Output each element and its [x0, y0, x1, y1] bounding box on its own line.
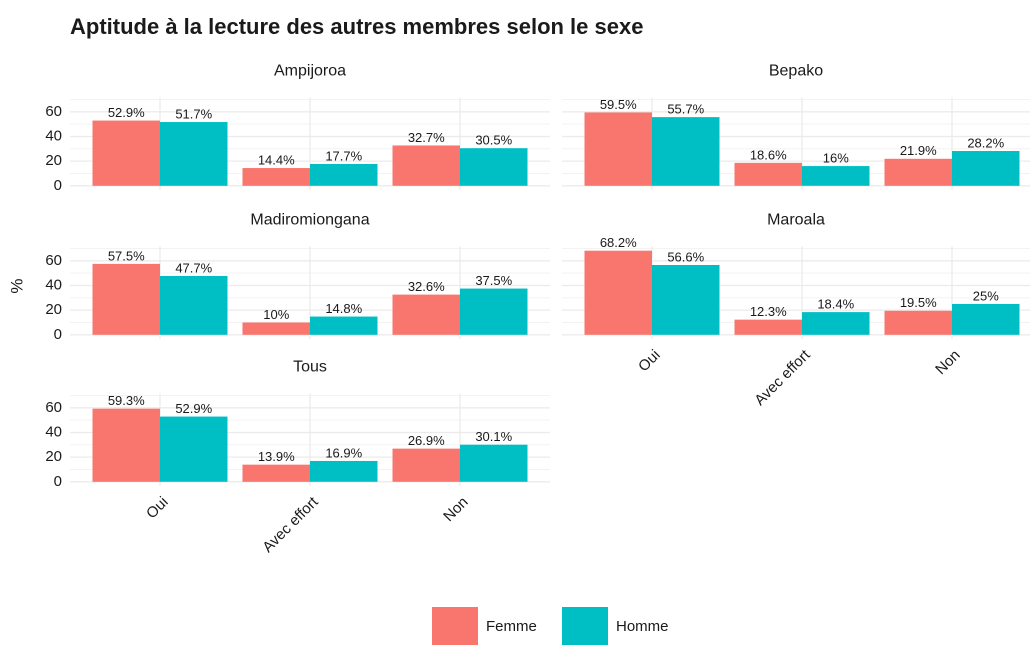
bar — [92, 263, 160, 335]
value-label: 25% — [973, 288, 999, 303]
y-tick-label: 20 — [45, 448, 62, 465]
value-label: 14.8% — [325, 301, 362, 316]
bar — [952, 151, 1020, 186]
value-label: 32.6% — [408, 279, 445, 294]
value-label: 17.7% — [325, 148, 362, 163]
value-label: 56.6% — [667, 249, 704, 264]
bar — [460, 148, 528, 186]
facet-title: Maroala — [767, 212, 825, 229]
bar — [160, 275, 228, 335]
y-tick-label: 60 — [45, 399, 62, 416]
y-tick-label: 20 — [45, 152, 62, 169]
y-axis-label: % — [7, 278, 26, 293]
bar — [310, 163, 378, 186]
facet-title: Bepako — [769, 63, 823, 80]
value-label: 14.4% — [258, 152, 295, 167]
bar — [584, 112, 652, 186]
value-label: 57.5% — [108, 248, 145, 263]
y-tick-label: 60 — [45, 103, 62, 120]
value-label: 59.3% — [108, 393, 145, 408]
value-label: 51.7% — [175, 106, 212, 121]
bar — [802, 312, 870, 335]
value-label: 16% — [823, 151, 849, 166]
y-tick-label: 40 — [45, 127, 62, 144]
x-tick-label: Avec effort — [751, 346, 814, 409]
value-label: 68.2% — [600, 235, 637, 250]
y-tick-label: 0 — [54, 326, 62, 343]
value-label: 30.5% — [475, 133, 512, 148]
bar — [884, 158, 952, 186]
y-tick-label: 60 — [45, 252, 62, 269]
bar — [392, 145, 460, 186]
legend-label: Femme — [486, 618, 537, 635]
value-label: 12.3% — [750, 304, 787, 319]
bar — [652, 265, 720, 335]
y-tick-label: 20 — [45, 301, 62, 318]
value-label: 55.7% — [667, 102, 704, 117]
x-tick-label: Non — [440, 494, 471, 525]
legend-label: Homme — [616, 618, 669, 635]
legend-swatch — [432, 607, 478, 645]
bar — [392, 448, 460, 482]
value-label: 10% — [263, 307, 289, 322]
legend-swatch — [562, 607, 608, 645]
value-label: 18.4% — [817, 297, 854, 312]
value-label: 19.5% — [900, 295, 937, 310]
bar — [460, 444, 528, 482]
bar — [310, 316, 378, 335]
bar — [242, 322, 310, 335]
bar — [242, 464, 310, 482]
x-tick-label: Oui — [635, 347, 664, 376]
facet-title: Madiromiongana — [250, 212, 369, 229]
bar — [734, 162, 802, 186]
bar — [652, 117, 720, 186]
value-label: 28.2% — [967, 135, 1004, 150]
value-label: 47.7% — [175, 260, 212, 275]
y-tick-label: 40 — [45, 423, 62, 440]
bar — [460, 288, 528, 335]
bar — [92, 408, 160, 482]
value-label: 18.6% — [750, 147, 787, 162]
value-label: 21.9% — [900, 143, 937, 158]
value-label: 16.9% — [325, 445, 362, 460]
value-label: 52.9% — [108, 105, 145, 120]
bar — [242, 168, 310, 186]
y-tick-label: 40 — [45, 276, 62, 293]
bar — [160, 122, 228, 186]
value-label: 13.9% — [258, 449, 295, 464]
value-label: 32.7% — [408, 130, 445, 145]
bar — [310, 460, 378, 482]
bar — [884, 310, 952, 335]
bar — [92, 120, 160, 186]
y-tick-label: 0 — [54, 473, 62, 490]
x-tick-label: Oui — [143, 494, 172, 523]
bar — [734, 319, 802, 335]
bar — [392, 294, 460, 335]
facet-title: Ampijoroa — [274, 63, 346, 80]
x-tick-label: Non — [932, 347, 963, 378]
bar — [952, 303, 1020, 335]
value-label: 37.5% — [475, 273, 512, 288]
x-tick-label: Avec effort — [259, 493, 322, 556]
value-label: 26.9% — [408, 433, 445, 448]
chart-title: Aptitude à la lecture des autres membres… — [70, 14, 643, 39]
facet-title: Tous — [293, 359, 327, 376]
y-tick-label: 0 — [54, 177, 62, 194]
bar — [802, 166, 870, 186]
bar — [584, 250, 652, 335]
value-label: 52.9% — [175, 401, 212, 416]
value-label: 59.5% — [600, 97, 637, 112]
bar — [160, 416, 228, 482]
value-label: 30.1% — [475, 429, 512, 444]
